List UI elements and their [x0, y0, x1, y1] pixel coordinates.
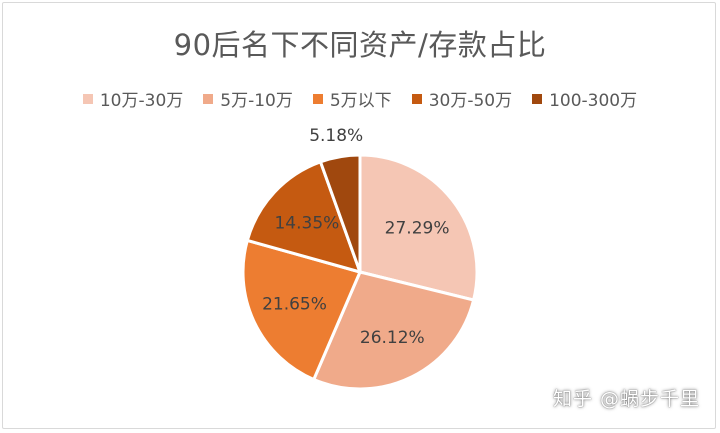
legend-label: 5万以下 [329, 91, 392, 111]
pie-slice [318, 153, 362, 273]
legend-item: 100-300万 [532, 86, 637, 111]
data-label: 14.35% [274, 214, 339, 234]
chart-title: 90后名下不同资产/存款占比 [173, 28, 547, 62]
watermark-text: 知乎 @蜗步千里 [552, 388, 700, 410]
legend-swatch [203, 93, 214, 104]
data-label: 5.18% [309, 126, 363, 146]
data-label: 21.65% [262, 294, 327, 314]
legend-item: 5万-10万 [203, 86, 293, 111]
legend-swatch [411, 93, 422, 104]
legend-label: 100-300万 [549, 91, 638, 111]
legend-item: 10万-30万 [82, 86, 184, 111]
pie-slice [358, 153, 479, 302]
pie-slice [245, 159, 363, 275]
pie-slice [311, 270, 476, 391]
legend-label: 5万-10万 [220, 91, 293, 111]
legend-label: 10万-30万 [99, 91, 184, 111]
data-label: 27.29% [385, 218, 450, 238]
legend-item: 5万以下 [312, 86, 392, 111]
data-label: 26.12% [360, 328, 425, 348]
legend-item: 30万-50万 [411, 86, 513, 111]
legend-swatch [532, 93, 543, 104]
pie-slice [241, 238, 363, 382]
legend-label: 30万-50万 [428, 91, 513, 111]
legend-swatch [82, 93, 93, 104]
chart-legend: 10万-30万 5万-10万 5万以下 30万-50万 100-300万 [0, 86, 720, 111]
legend-swatch [312, 93, 323, 104]
